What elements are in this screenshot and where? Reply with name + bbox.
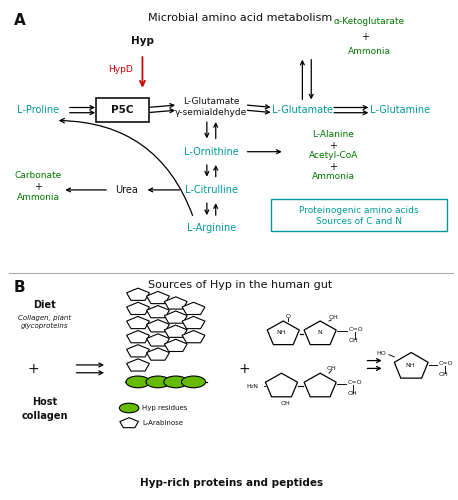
Text: NH: NH <box>276 330 286 336</box>
Polygon shape <box>266 373 298 397</box>
Polygon shape <box>394 352 428 378</box>
Polygon shape <box>164 325 187 338</box>
Text: C=O: C=O <box>349 327 364 332</box>
Polygon shape <box>304 321 336 344</box>
Text: Hyp-rich proteins and peptides: Hyp-rich proteins and peptides <box>140 478 323 488</box>
Text: L-Alanine: L-Alanine <box>312 130 354 140</box>
Polygon shape <box>164 340 187 351</box>
Text: C=O: C=O <box>348 380 362 386</box>
Polygon shape <box>126 330 149 343</box>
Circle shape <box>146 376 170 388</box>
Text: Acetyl-CoA: Acetyl-CoA <box>309 151 358 160</box>
Text: +: + <box>329 162 338 172</box>
Text: Collagen, plant
glycoproteins: Collagen, plant glycoproteins <box>18 315 71 329</box>
Text: Ammonia: Ammonia <box>312 172 355 181</box>
Text: α-Ketoglutarate: α-Ketoglutarate <box>333 17 404 26</box>
Text: OH: OH <box>439 372 448 377</box>
Polygon shape <box>147 320 169 332</box>
Text: HypD: HypD <box>108 66 133 74</box>
Text: Sources of C and N: Sources of C and N <box>316 218 402 226</box>
Polygon shape <box>120 418 138 428</box>
Polygon shape <box>147 334 169 346</box>
Text: C=O: C=O <box>439 361 453 366</box>
Text: Diet: Diet <box>33 300 56 310</box>
Polygon shape <box>126 316 149 328</box>
Polygon shape <box>182 330 205 343</box>
Text: L-Glutamate: L-Glutamate <box>183 96 240 106</box>
Text: Sources of Hyp in the human gut: Sources of Hyp in the human gut <box>148 280 333 289</box>
Text: NH: NH <box>406 363 415 368</box>
Text: OH: OH <box>328 315 338 320</box>
Polygon shape <box>147 292 169 304</box>
Text: HO: HO <box>376 351 386 356</box>
Text: OH: OH <box>281 401 291 406</box>
Text: Host
collagen: Host collagen <box>22 398 68 420</box>
Text: L-Arginine: L-Arginine <box>187 224 236 234</box>
Text: +: + <box>34 182 42 192</box>
Polygon shape <box>182 316 205 328</box>
Polygon shape <box>267 321 300 344</box>
Circle shape <box>181 376 206 388</box>
Circle shape <box>126 376 150 388</box>
Text: O: O <box>285 314 290 319</box>
Polygon shape <box>126 302 149 314</box>
Polygon shape <box>126 359 149 371</box>
Polygon shape <box>147 306 169 318</box>
Text: +: + <box>239 362 251 376</box>
Polygon shape <box>304 373 336 397</box>
FancyBboxPatch shape <box>271 198 447 231</box>
Polygon shape <box>147 348 169 360</box>
Text: Hyp: Hyp <box>131 36 154 46</box>
Text: OH: OH <box>327 366 336 372</box>
Text: Ammonia: Ammonia <box>348 47 391 56</box>
Text: A: A <box>14 12 25 28</box>
Text: H₂N: H₂N <box>246 384 259 389</box>
Text: Carbonate: Carbonate <box>14 170 62 179</box>
Polygon shape <box>164 297 187 309</box>
Text: B: B <box>14 280 25 294</box>
Text: Urea: Urea <box>115 185 138 195</box>
Text: OH: OH <box>349 338 359 343</box>
Polygon shape <box>126 288 149 300</box>
Text: OH: OH <box>348 392 357 396</box>
Polygon shape <box>126 344 149 357</box>
Polygon shape <box>182 302 205 314</box>
Text: N: N <box>317 330 322 336</box>
Text: γ-semialdehyde: γ-semialdehyde <box>175 108 247 117</box>
Text: Ammonia: Ammonia <box>16 193 60 202</box>
FancyBboxPatch shape <box>96 98 149 122</box>
Text: L-Citrulline: L-Citrulline <box>185 185 238 195</box>
Text: P5C: P5C <box>111 105 134 115</box>
Text: L-Arabinose: L-Arabinose <box>142 420 184 426</box>
Text: Microbial amino acid metabolism: Microbial amino acid metabolism <box>148 12 333 22</box>
Text: +: + <box>28 362 39 376</box>
Text: +: + <box>360 32 369 42</box>
Text: L-Glutamate: L-Glutamate <box>272 105 333 115</box>
Polygon shape <box>164 311 187 323</box>
Text: Proteinogenic amino acids: Proteinogenic amino acids <box>299 206 419 215</box>
Circle shape <box>120 403 139 413</box>
Text: L-Glutamine: L-Glutamine <box>370 105 430 115</box>
Circle shape <box>164 376 188 388</box>
Text: +: + <box>329 141 338 151</box>
Text: L-Ornithine: L-Ornithine <box>184 146 239 156</box>
Text: Hyp residues: Hyp residues <box>142 405 188 411</box>
Text: L-Proline: L-Proline <box>17 105 59 115</box>
